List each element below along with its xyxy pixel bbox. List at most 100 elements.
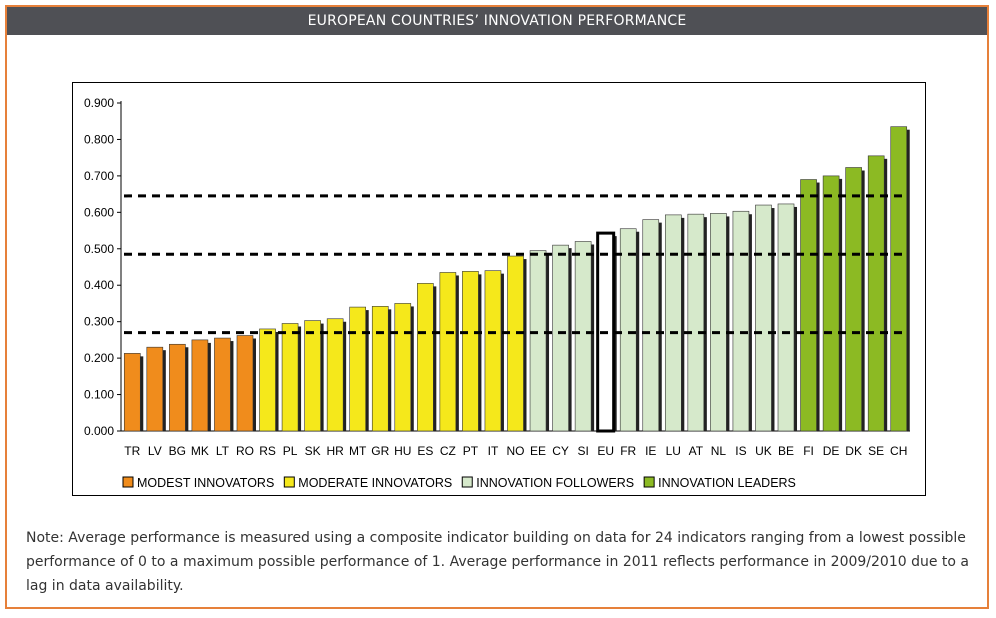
x-tick-label: HU (394, 444, 411, 458)
bar-ro (236, 335, 254, 432)
bar-shadow (702, 217, 707, 431)
x-tick-label: MK (191, 444, 209, 458)
bar-be (777, 203, 795, 432)
x-tick-label: AT (689, 444, 704, 458)
figure-header: EUROPEAN COUNTRIES’ INNOVATION PERFORMAN… (7, 7, 987, 35)
bar-shadow (770, 208, 775, 431)
legend-swatch-followers (461, 476, 473, 488)
x-tick-label: CH (890, 444, 907, 458)
figure-title: EUROPEAN COUNTRIES’ INNOVATION PERFORMAN… (307, 13, 687, 29)
bar-tr (123, 353, 141, 432)
bar-shadow (161, 350, 166, 431)
x-tick-label: RO (236, 444, 254, 458)
bar-at (687, 213, 705, 432)
x-tick-label: BG (169, 444, 186, 458)
legend-label-followers: INNOVATION FOLLOWERS (476, 476, 634, 490)
bar-shadow (387, 309, 392, 431)
bar-shadow (432, 286, 437, 431)
x-tick-label: UK (755, 444, 772, 458)
bar-shadow (545, 253, 550, 431)
bar-shadow (860, 170, 865, 432)
bar-shadow (139, 356, 144, 431)
x-tick-label: TR (124, 444, 140, 458)
y-tick-label: 0.800 (84, 132, 114, 146)
x-tick-label: CY (552, 444, 569, 458)
bar-shadow (590, 244, 595, 431)
bar-fi (800, 179, 817, 432)
bar-shadow (342, 321, 347, 431)
bar-bg (169, 343, 186, 432)
x-tick-label: SE (868, 444, 884, 458)
legend-label-modest: MODEST INNOVATORS (137, 476, 274, 490)
x-tick-label: DE (823, 444, 840, 458)
bar-shadow (522, 259, 527, 431)
bar-si (574, 241, 592, 432)
x-tick-label: PL (283, 444, 298, 458)
bar-shadow (725, 216, 730, 431)
y-tick-label: 0.700 (84, 169, 114, 183)
x-tick-label: EU (597, 444, 614, 458)
bar-sk (304, 320, 321, 432)
y-tick-label: 0.400 (84, 278, 114, 292)
x-tick-label: LU (666, 444, 681, 458)
bar-mt (349, 306, 367, 432)
bar-pl (281, 323, 299, 432)
y-tick-label: 0.500 (84, 242, 114, 256)
bar-shadow (815, 182, 820, 431)
legend-swatch-modest (122, 476, 134, 488)
bar-gr (371, 306, 389, 432)
bar-shadow (297, 326, 302, 431)
bar-es (417, 283, 434, 432)
bar-shadow (319, 323, 324, 431)
bar-shadow (883, 158, 888, 431)
bar-chart: 0.000 0.100 0.200 0.300 0.400 0.500 0.600 0.700… (84, 96, 910, 490)
bar-hu (394, 303, 412, 432)
bar-shadow (657, 222, 662, 431)
bar-fr (619, 228, 637, 432)
bar-shadow (229, 341, 234, 431)
x-tick-label: LT (216, 444, 230, 458)
bar-shadow (274, 331, 279, 431)
x-tick-label: IE (645, 444, 656, 458)
bar-rs (259, 328, 276, 432)
bar-is (732, 210, 750, 432)
x-tick-label: BE (778, 444, 794, 458)
bar-de (822, 175, 840, 432)
bar-ie (642, 219, 660, 432)
x-tick-label: SK (305, 444, 321, 458)
bar-shadow (251, 338, 256, 431)
legend-label-leaders: INNOVATION LEADERS (658, 476, 796, 490)
bar-cz (439, 272, 457, 432)
y-tick-label: 0.600 (84, 205, 114, 219)
bar-shadow (499, 273, 504, 431)
y-tick-label: 0.200 (84, 351, 114, 365)
x-tick-label: FI (803, 444, 814, 458)
bar-shadow (747, 214, 752, 431)
x-tick-label: FR (620, 444, 636, 458)
bar-shadow (680, 217, 685, 431)
bar-shadow (793, 206, 798, 431)
y-tick-label: 0.000 (84, 424, 114, 438)
bar-no (507, 255, 524, 432)
bar-uk (755, 204, 772, 432)
bar-lu (664, 214, 682, 432)
x-tick-label: MT (349, 444, 367, 458)
bar-dk (845, 167, 862, 432)
bar-ee (529, 250, 547, 432)
x-tick-label: EE (530, 444, 546, 458)
legend-label-moderate: MODERATE INNOVATORS (298, 476, 452, 490)
bar-shadow (905, 129, 910, 431)
x-tick-label: IT (488, 444, 499, 458)
bar-shadow (567, 248, 572, 431)
x-tick-label: GR (371, 444, 389, 458)
legend-swatch-leaders (643, 476, 655, 488)
x-tick-label: RS (259, 444, 276, 458)
bar-shadow (184, 347, 189, 431)
figure-frame: EUROPEAN COUNTRIES’ INNOVATION PERFORMAN… (5, 5, 989, 609)
bar-shadow (409, 306, 414, 431)
x-tick-label: HR (326, 444, 344, 458)
bar-shadow (477, 274, 482, 431)
bar-shadow (206, 342, 211, 431)
bar-shadow (838, 178, 843, 431)
bar-shadow (364, 310, 369, 431)
